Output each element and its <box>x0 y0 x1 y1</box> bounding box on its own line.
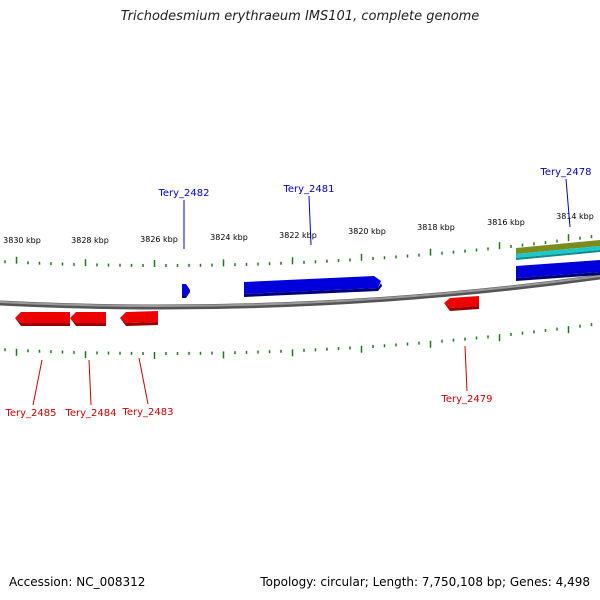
gene-label-tery-2481[interactable]: Tery_2481 <box>282 184 334 195</box>
gene-arrow-shadow <box>182 290 190 298</box>
gene-arrow <box>444 296 479 308</box>
gene-arrow-shadow <box>70 318 106 326</box>
ruler-label: 3820 kbp <box>348 227 386 236</box>
gene-arrow-shadow <box>120 318 158 326</box>
ruler-label: 3822 kbp <box>279 231 317 240</box>
reverse-gene-tery-2479[interactable] <box>444 296 479 311</box>
accession-text: Accession: NC_008312 <box>9 575 146 589</box>
gene-label-tery-2485[interactable]: Tery_2485 <box>4 408 56 419</box>
forward-gene-tery-2481[interactable] <box>244 276 382 297</box>
genome-title: Trichodesmium erythraeum IMS101, complet… <box>120 9 480 24</box>
backbone <box>0 275 600 308</box>
ruler-label: 3824 kbp <box>210 233 248 242</box>
genome-summary-text: Topology: circular; Length: 7,750,108 bp… <box>260 575 590 589</box>
reverse-gene-tery-2485[interactable] <box>15 312 70 326</box>
gene-arrow-shadow <box>244 283 382 297</box>
upper-tick-ruler <box>4 234 593 268</box>
gene-arrow-shadow <box>15 318 70 326</box>
feature-track-cyan <box>516 246 600 258</box>
reverse-gene-tery-2484[interactable] <box>70 312 106 326</box>
ruler-label: 3828 kbp <box>71 236 109 245</box>
gene-arrow <box>70 312 106 323</box>
gene-arrow <box>15 312 70 323</box>
gene-arrow-shadow <box>444 303 479 311</box>
gene-arrow <box>244 276 381 294</box>
reverse-gene-tery-2483[interactable] <box>120 311 158 326</box>
gene-label-tery-2479[interactable]: Tery_2479 <box>440 394 492 405</box>
gene-label-tery-2483[interactable]: Tery_2483 <box>121 407 173 418</box>
ruler-label: 3818 kbp <box>417 223 455 232</box>
forward-gene-tery-2478[interactable] <box>516 260 600 281</box>
gene-leader-line <box>138 357 149 405</box>
gene-label-tery-2482[interactable]: Tery_2482 <box>157 188 209 199</box>
gene-leader-line <box>308 195 312 246</box>
feature-track-cyan-edge <box>516 250 600 260</box>
ruler-label: 3826 kbp <box>140 235 178 244</box>
forward-gene-tery-2482[interactable] <box>182 284 190 298</box>
gene-leader-line <box>565 178 571 228</box>
feature-track-olive <box>516 240 600 254</box>
gene-leader-line <box>88 359 92 406</box>
gene-arrow-shadow <box>516 272 600 281</box>
gene-label-tery-2478[interactable]: Tery_2478 <box>539 167 591 178</box>
gene-leader-line <box>464 345 468 392</box>
ruler-label: 3814 kbp <box>556 212 594 221</box>
gene-label-tery-2484[interactable]: Tery_2484 <box>64 408 116 419</box>
ruler-label: 3830 kbp <box>3 236 41 245</box>
gene-leader-line <box>32 359 43 406</box>
ruler-label: 3816 kbp <box>487 218 525 227</box>
gene-arrow <box>120 311 158 323</box>
lower-tick-ruler <box>4 323 593 360</box>
gene-arrow <box>182 284 190 296</box>
